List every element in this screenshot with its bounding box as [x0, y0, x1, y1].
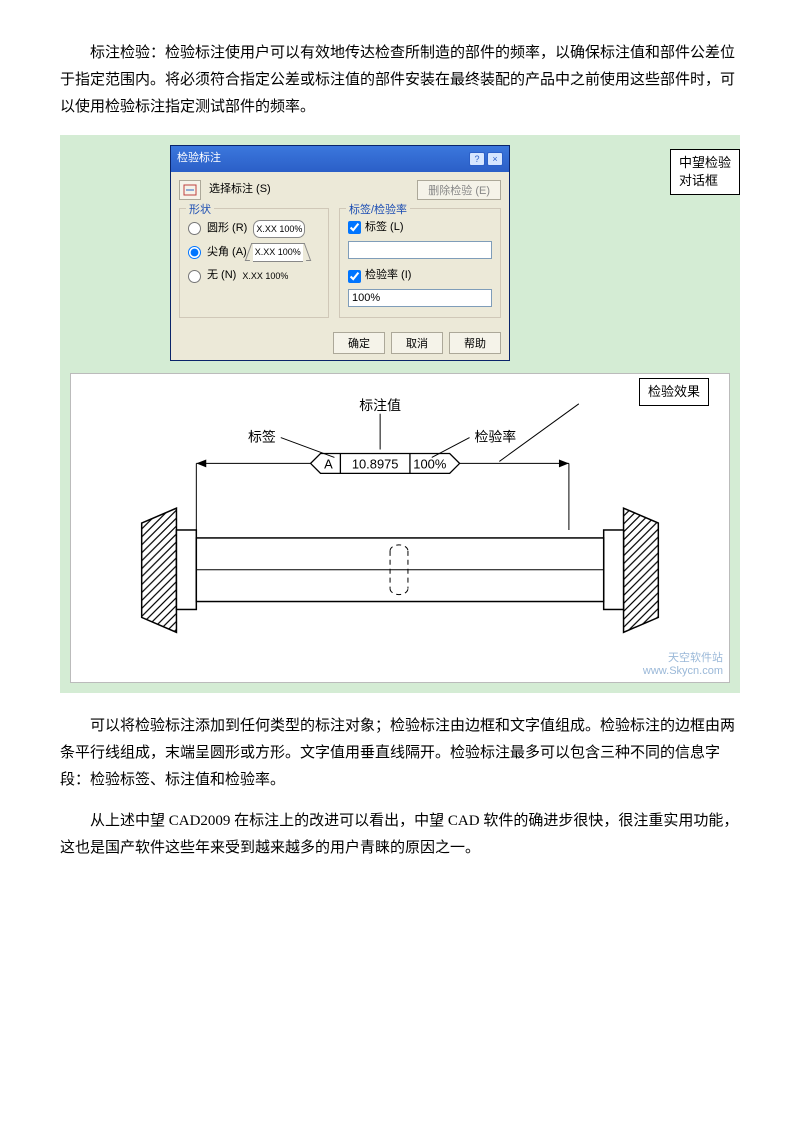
rate-label: 检验率 — [475, 429, 517, 446]
help-icon[interactable]: ? — [469, 152, 485, 166]
dialog-top-row: 选择标注 (S) 删除检验 (E) — [179, 180, 501, 200]
shape-round-sample: X.XX 100% — [253, 220, 305, 238]
shape-round-row: 圆形 (R) X.XX 100% — [188, 219, 320, 239]
value-label: 标注值 — [359, 398, 401, 414]
shape-round-label: 圆形 (R) — [207, 219, 247, 239]
paragraph-3: 从上述中望 CAD2009 在标注上的改进可以看出，中望 CAD 软件的确进步很… — [60, 808, 740, 862]
dialog-callout: 中望检验 对话框 — [670, 149, 740, 195]
help-button[interactable]: 帮助 — [449, 332, 501, 354]
figure-container: 检验标注 ? × 选择标注 (S) 删除检验 (E) 形状 — [60, 135, 740, 693]
label-check-row: 标签 (L) — [348, 218, 492, 238]
label-checkbox-text: 标签 (L) — [365, 218, 404, 238]
rate-checkbox-text: 检验率 (I) — [365, 266, 411, 286]
shape-none-radio[interactable] — [188, 270, 201, 283]
rate-check-row: 检验率 (I) — [348, 266, 492, 286]
remove-inspection-button[interactable]: 删除检验 (E) — [417, 180, 501, 200]
close-icon[interactable]: × — [487, 152, 503, 166]
shape-none-label: 无 (N) — [207, 266, 236, 286]
tag-label: 标签 — [248, 429, 276, 446]
dialog-button-row: 确定 取消 帮助 — [171, 326, 509, 360]
shape-none-row: 无 (N) X.XX 100% — [188, 266, 320, 286]
shape-group-title: 形状 — [186, 201, 214, 221]
shape-angle-sample-text: X.XX 100% — [255, 244, 301, 260]
titlebar-buttons: ? × — [469, 152, 503, 166]
diagram-panel: 检验效果 标注值 标签 检验率 A 10.8975 — [70, 373, 730, 683]
dialog-titlebar: 检验标注 ? × — [171, 146, 509, 172]
dialog-columns: 形状 圆形 (R) X.XX 100% 尖角 (A) X.XX 100% — [179, 208, 501, 318]
label-checkbox[interactable] — [348, 221, 361, 234]
shape-none-sample: X.XX 100% — [242, 268, 288, 284]
label-rate-group: 标签/检验率 标签 (L) 检验率 (I) — [339, 208, 501, 318]
dialog-title: 检验标注 — [177, 149, 221, 169]
watermark: 天空软件站 www.Skycn.com — [643, 652, 723, 678]
shape-angle-radio[interactable] — [188, 246, 201, 259]
shape-angle-row: 尖角 (A) X.XX 100% — [188, 243, 320, 263]
shape-angle-sample: X.XX 100% — [253, 243, 303, 261]
rate-checkbox[interactable] — [348, 270, 361, 283]
label-rate-group-title: 标签/检验率 — [346, 201, 410, 221]
watermark-line1: 天空软件站 — [643, 652, 723, 665]
cancel-button[interactable]: 取消 — [391, 332, 443, 354]
mechanical-drawing: 标注值 标签 检验率 A 10.8975 100% — [71, 374, 729, 682]
paragraph-2: 可以将检验标注添加到任何类型的标注对象；检验标注由边框和文字值组成。检验标注的边… — [60, 713, 740, 794]
shape-group: 形状 圆形 (R) X.XX 100% 尖角 (A) X.XX 100% — [179, 208, 329, 318]
dim-tag: A — [324, 456, 333, 471]
ok-button[interactable]: 确定 — [333, 332, 385, 354]
label-input[interactable] — [348, 241, 492, 259]
rate-input[interactable] — [348, 289, 492, 307]
paragraph-1: 标注检验：检验标注使用户可以有效地传达检查所制造的部件的频率，以确保标注值和部件… — [60, 40, 740, 121]
shape-round-radio[interactable] — [188, 222, 201, 235]
watermark-line2: www.Skycn.com — [643, 665, 723, 678]
select-dimension-icon[interactable] — [179, 180, 201, 200]
dim-rate: 100% — [413, 456, 447, 471]
dialog-body: 选择标注 (S) 删除检验 (E) 形状 圆形 (R) X.XX 100% — [171, 172, 509, 326]
select-dimension-label: 选择标注 (S) — [209, 180, 271, 200]
dialog-wrapper: 检验标注 ? × 选择标注 (S) 删除检验 (E) 形状 — [170, 145, 730, 361]
result-callout: 检验效果 — [639, 378, 709, 406]
shape-angle-label: 尖角 (A) — [207, 243, 247, 263]
inspection-dialog: 检验标注 ? × 选择标注 (S) 删除检验 (E) 形状 — [170, 145, 510, 361]
dim-value: 10.8975 — [352, 456, 399, 471]
